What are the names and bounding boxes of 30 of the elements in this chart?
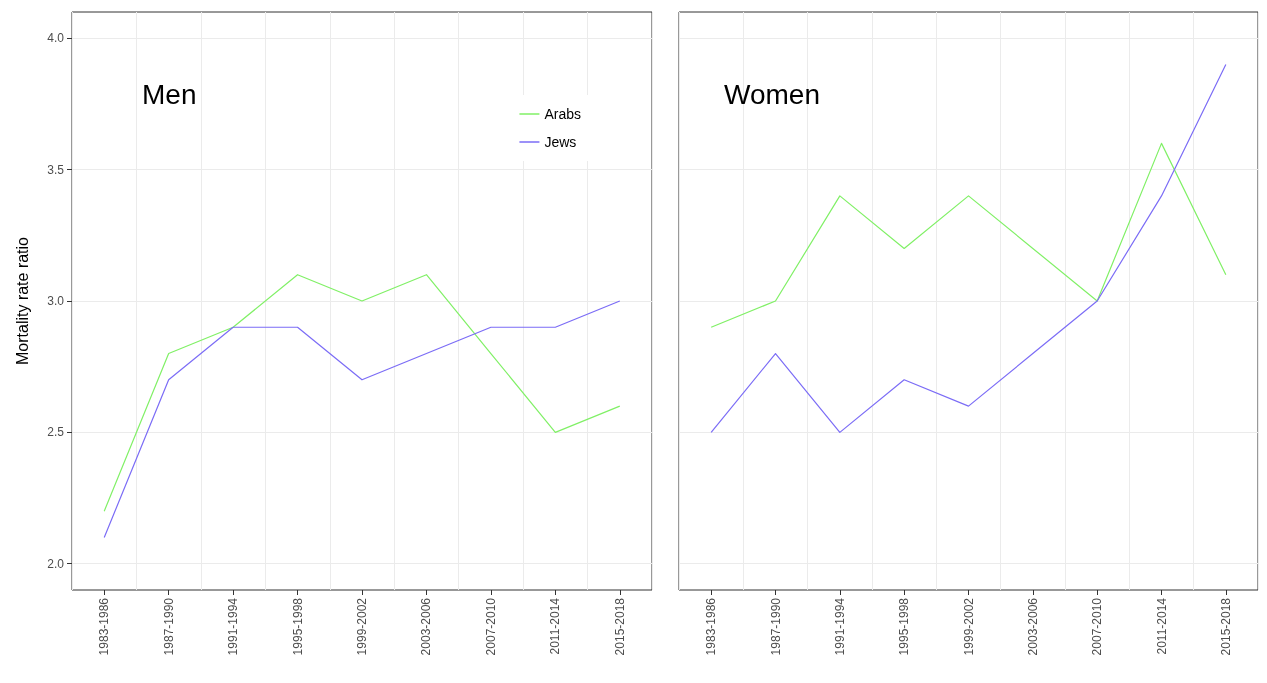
line-series [103,300,621,539]
x-tick-label: 1995-1998 [897,597,912,656]
x-tick-label: 2015-2018 [1218,597,1233,656]
legend-label: Arabs [544,106,582,122]
x-tick-label: 1983-1986 [97,597,112,656]
y-tick-label: 4.0 [47,31,65,46]
x-tick-label: 1995-1998 [290,597,305,656]
legend-label: Jews [544,134,577,150]
x-tick-label: 1999-2002 [355,597,369,656]
x-tick-label: 2015-2018 [612,597,627,656]
x-tick-label: 2003-2006 [1025,597,1040,656]
x-tick-label: 1987-1990 [161,597,176,656]
x-tick-label: 2003-2006 [419,597,434,656]
line-series [103,274,621,512]
y-axis-title: Mortality rate ratio [13,236,31,366]
x-tick-label: 2011-2014 [548,597,563,655]
x-tick-label: 2007-2010 [1090,597,1105,656]
x-tick-label: 1991-1994 [226,597,241,656]
y-tick-label: 2.5 [47,425,65,440]
x-tick-label: 1991-1994 [832,597,847,656]
x-tick-label: 1987-1990 [768,597,783,656]
text: Women [724,78,820,110]
y-tick-label: 2.0 [47,556,65,571]
x-tick-label: 2007-2010 [483,597,498,656]
y-tick-label: 3.5 [47,162,65,177]
y-tick-label: 3.0 [47,294,65,308]
x-tick-label: 2011-2014 [1154,597,1169,655]
x-tick-label: 1983-1986 [704,597,719,656]
text: Men [142,78,197,110]
x-tick-label: 1999-2002 [961,597,976,656]
